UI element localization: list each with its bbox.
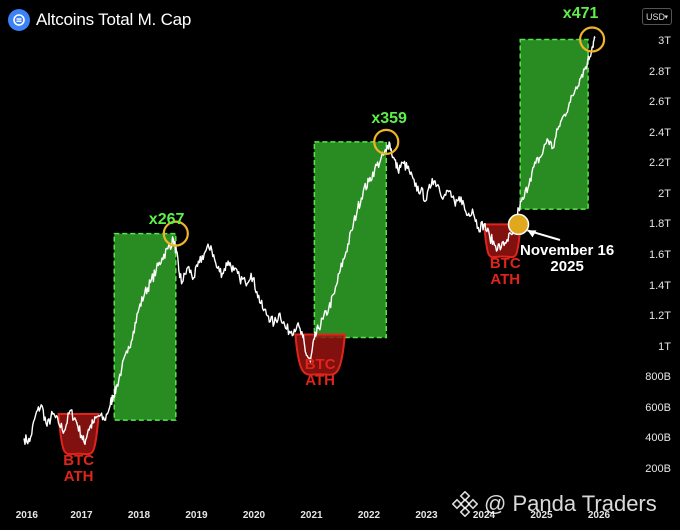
btc-ath-label: BTC ATH xyxy=(304,356,336,390)
y-tick-label: 2.6T xyxy=(648,96,671,109)
watermark: @ Panda Traders xyxy=(452,491,657,517)
x-tick-label: 2016 xyxy=(15,510,38,521)
watermark-text: @ Panda Traders xyxy=(484,491,657,516)
x-tick-label: 2019 xyxy=(185,510,208,521)
y-tick-label: 1.4T xyxy=(648,279,671,292)
x-tick-label: 2021 xyxy=(300,510,323,521)
current-marker xyxy=(507,213,530,236)
rally-box-1 xyxy=(113,232,177,421)
y-tick-label: 2.8T xyxy=(648,65,671,78)
rally-box-3 xyxy=(519,38,589,210)
y-tick-label: 2.2T xyxy=(648,157,671,170)
multiplier-label: x267 xyxy=(148,211,185,229)
y-tick-label: 600B xyxy=(645,401,671,414)
annotation-arrowhead xyxy=(527,230,537,238)
rally-box-2 xyxy=(313,141,387,339)
price-line xyxy=(23,36,596,445)
btc-ath-bowl-2 xyxy=(294,333,346,376)
y-tick-label: 2.4T xyxy=(648,126,671,139)
y-tick-label: 800B xyxy=(645,371,671,384)
y-tick-label: 3T xyxy=(658,35,671,47)
chart-header: Altcoins Total M. Cap xyxy=(8,9,191,31)
y-tick-label: 1.8T xyxy=(648,218,671,231)
x-tick-label: 2022 xyxy=(357,510,381,521)
y-tick-label: 400B xyxy=(645,432,671,445)
y-tick-label: 1.6T xyxy=(648,249,671,261)
binance-logo-icon xyxy=(452,491,478,517)
peak-circle-3 xyxy=(578,26,606,53)
btc-ath-bowl-1 xyxy=(57,412,100,456)
btc-ath-label: BTC ATH xyxy=(63,452,95,486)
y-tick-label: 2T xyxy=(658,187,671,200)
peak-circle-2 xyxy=(373,128,400,155)
multiplier-label: x359 xyxy=(371,110,407,128)
currency-selector[interactable]: USD ▾ xyxy=(642,8,672,25)
x-tick-label: 2017 xyxy=(70,510,93,521)
y-tick-label: 200B xyxy=(645,463,671,475)
altcoin-logo-icon xyxy=(8,9,30,31)
x-tick-label: 2018 xyxy=(127,510,151,521)
x-tick-label: 2026 xyxy=(587,510,611,521)
date-annotation: November 16 2025 xyxy=(520,242,615,275)
x-tick-label: 2023 xyxy=(415,510,438,521)
x-tick-label: 2025 xyxy=(530,510,553,521)
btc-ath-label: BTC ATH xyxy=(489,255,521,289)
chart-title: Altcoins Total M. Cap xyxy=(36,10,192,29)
y-tick-label: 1T xyxy=(658,340,671,353)
currency-label: USD xyxy=(646,12,666,22)
multiplier-label: x471 xyxy=(562,5,599,22)
y-tick-label: 1.2T xyxy=(648,310,671,323)
chevron-down-icon: ▾ xyxy=(664,14,668,21)
x-tick-label: 2024 xyxy=(472,510,496,521)
x-tick-label: 2020 xyxy=(242,510,266,521)
peak-circle-1 xyxy=(162,220,189,247)
